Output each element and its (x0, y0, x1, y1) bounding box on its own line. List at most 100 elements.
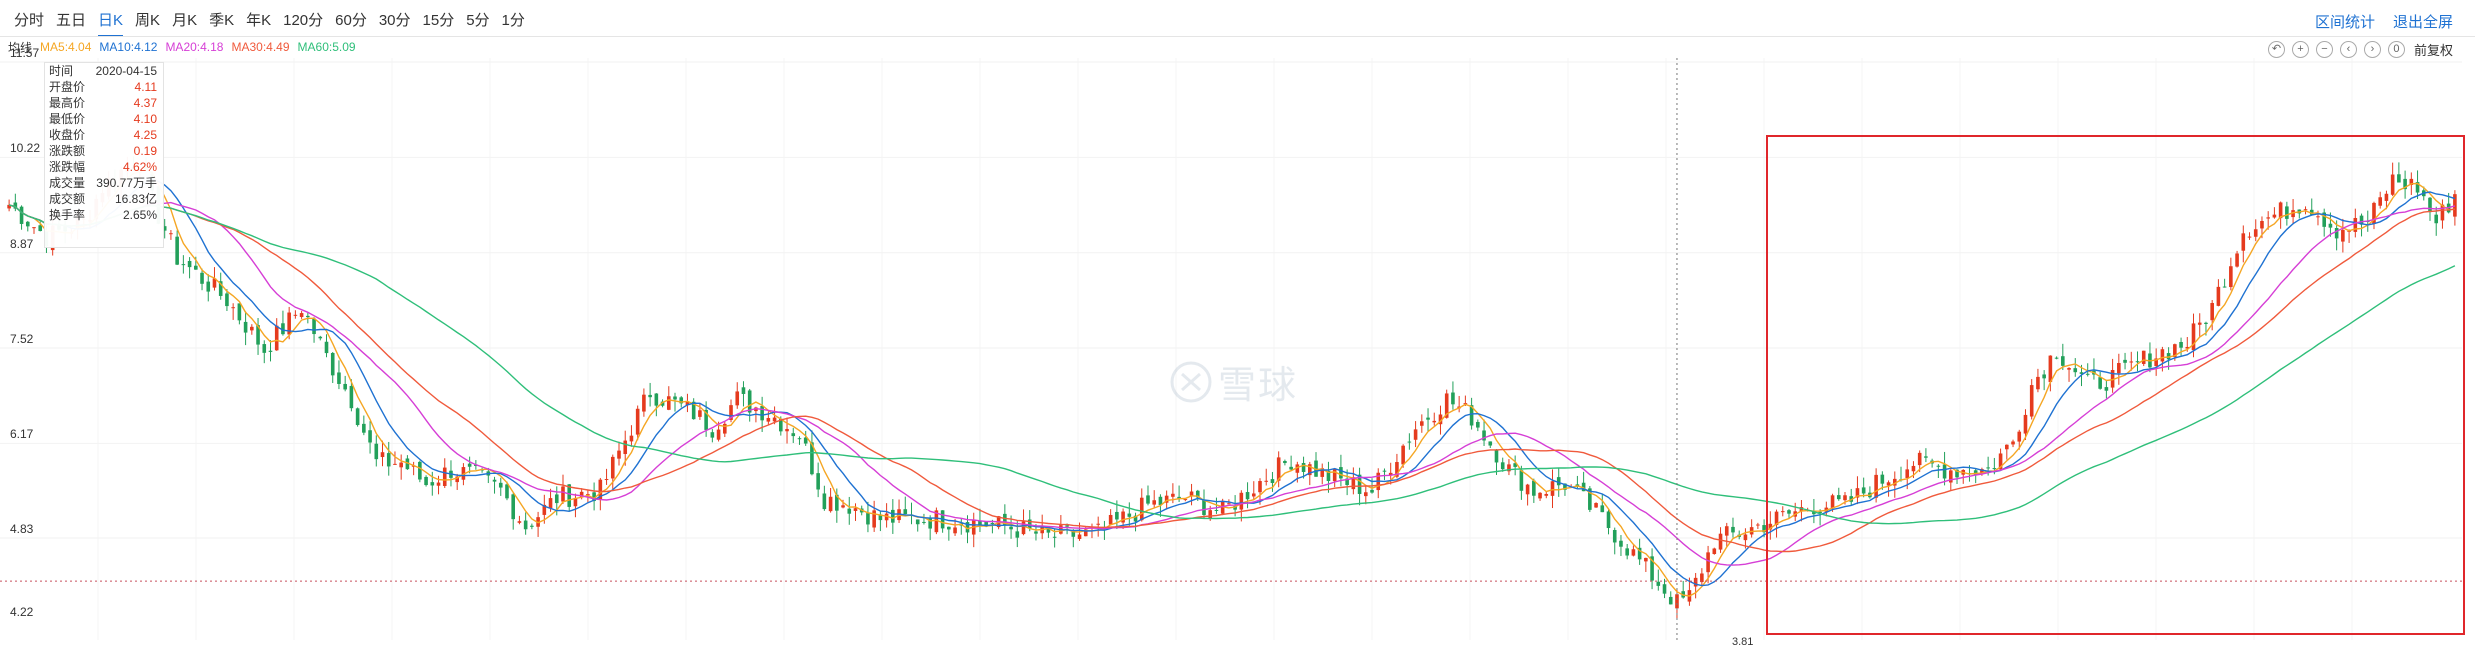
candle-body[interactable] (610, 456, 615, 479)
candle-body[interactable] (1563, 483, 1567, 490)
candle-body[interactable] (25, 221, 30, 227)
candle-body[interactable] (1027, 519, 1032, 529)
candle-body[interactable] (1046, 527, 1051, 533)
candle-body[interactable] (1214, 509, 1219, 511)
candle-body[interactable] (1003, 513, 1007, 526)
candle-body[interactable] (903, 509, 908, 515)
candle-body[interactable] (1208, 510, 1213, 520)
candle-body[interactable] (1482, 430, 1486, 441)
candle-body[interactable] (666, 396, 671, 410)
candle-body[interactable] (293, 314, 298, 316)
candle-body[interactable] (231, 307, 235, 309)
tab-2[interactable]: 日K (92, 8, 129, 37)
candle-body[interactable] (1152, 500, 1157, 505)
candle-body[interactable] (2260, 220, 2264, 229)
candle-body[interactable] (2397, 174, 2401, 183)
candle-body[interactable] (1818, 511, 1822, 513)
candle-body[interactable] (953, 527, 957, 534)
candle-body[interactable] (330, 352, 335, 376)
candle-body[interactable] (218, 281, 223, 296)
candle-body[interactable] (1139, 497, 1144, 521)
tab-5[interactable]: 季K (209, 12, 235, 29)
candle-body[interactable] (872, 510, 876, 528)
candle-body[interactable] (791, 433, 796, 437)
candle-body[interactable] (1712, 548, 1717, 555)
candle-body[interactable] (2390, 174, 2395, 195)
candle-body[interactable] (2285, 206, 2289, 219)
candle-body[interactable] (1892, 478, 1897, 486)
candle-body[interactable] (1836, 495, 1841, 500)
candle-body[interactable] (1339, 467, 1343, 479)
candle-body[interactable] (1407, 441, 1412, 443)
candle-body[interactable] (306, 315, 310, 318)
tab-7[interactable]: 120分 (283, 12, 324, 29)
candle-body[interactable] (567, 484, 572, 507)
candle-body[interactable] (1071, 529, 1076, 537)
candle-body[interactable] (828, 496, 833, 512)
candle-body[interactable] (1507, 464, 1511, 472)
candle-body[interactable] (517, 521, 522, 523)
candle-body[interactable] (685, 401, 690, 406)
candle-body[interactable] (1065, 525, 1069, 527)
candle-body[interactable] (810, 442, 814, 475)
candle-body[interactable] (1469, 405, 1474, 426)
candle-body[interactable] (237, 303, 242, 321)
candle-body[interactable] (561, 486, 565, 502)
candle-body[interactable] (1388, 472, 1393, 476)
candle-body[interactable] (1998, 453, 2003, 470)
candle-body[interactable] (1637, 547, 1642, 560)
candle-body[interactable] (1992, 468, 1997, 470)
candle-body[interactable] (2166, 353, 2171, 360)
candle-body[interactable] (1189, 491, 1194, 497)
candle-body[interactable] (1619, 540, 1623, 547)
candle-body[interactable] (1980, 469, 1984, 475)
candle-body[interactable] (2378, 197, 2383, 206)
candle-body[interactable] (1276, 457, 1281, 481)
candle-body[interactable] (1612, 529, 1617, 543)
candle-body[interactable] (436, 482, 441, 486)
candle-body[interactable] (542, 504, 547, 515)
candle-body[interactable] (1332, 469, 1337, 482)
candle-body[interactable] (1532, 480, 1536, 496)
candle-body[interactable] (928, 518, 932, 529)
candle-body[interactable] (1320, 468, 1325, 477)
candle-body[interactable] (2061, 356, 2065, 366)
candle-body[interactable] (1121, 511, 1125, 523)
candle-body[interactable] (2291, 210, 2295, 218)
candle-body[interactable] (467, 463, 472, 467)
candle-body[interactable] (1544, 493, 1549, 496)
candle-body[interactable] (1413, 429, 1418, 440)
candle-body[interactable] (2372, 202, 2376, 224)
candle-body[interactable] (2197, 322, 2202, 325)
candle-body[interactable] (915, 519, 920, 525)
pan-left-icon[interactable]: ‹ (2339, 40, 2357, 58)
candle-body[interactable] (1426, 417, 1430, 420)
candle-body[interactable] (2409, 178, 2414, 185)
candle-body[interactable] (206, 281, 211, 292)
candle-body[interactable] (1519, 470, 1524, 491)
candle-body[interactable] (274, 325, 279, 351)
price-adjust-toggle[interactable]: 前复权 (2413, 42, 2453, 58)
candle-body[interactable] (1021, 521, 1026, 535)
candle-body[interactable] (735, 391, 740, 406)
candle-body[interactable] (766, 418, 771, 422)
candle-body[interactable] (386, 453, 391, 467)
candle-body[interactable] (629, 435, 634, 442)
candle-body[interactable] (250, 326, 254, 331)
candle-body[interactable] (1724, 526, 1729, 536)
candle-body[interactable] (1843, 495, 1847, 501)
candle-body[interactable] (1164, 495, 1169, 503)
candle-body[interactable] (19, 206, 24, 224)
reset-icon[interactable]: 0 (2387, 40, 2405, 58)
candle-body[interactable] (2204, 322, 2208, 324)
candle-body[interactable] (2005, 444, 2009, 450)
candle-body[interactable] (2098, 377, 2102, 389)
range-stats-link[interactable]: 区间统计 (2314, 13, 2375, 31)
candle-body[interactable] (878, 514, 883, 521)
candle-body[interactable] (2353, 217, 2358, 232)
candle-body[interactable] (362, 423, 366, 433)
candle-body[interactable] (573, 497, 578, 507)
candle-body[interactable] (847, 508, 852, 514)
candle-body[interactable] (1052, 536, 1057, 538)
candle-body[interactable] (747, 390, 752, 413)
